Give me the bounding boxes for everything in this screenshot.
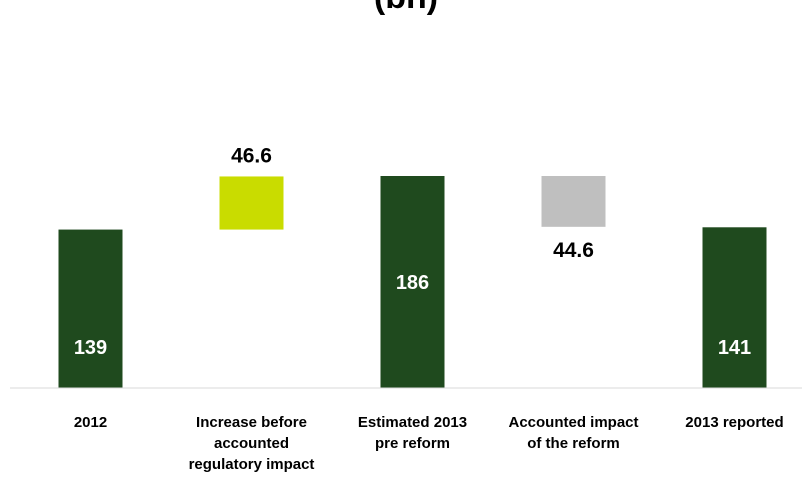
bars-group: 139 46.6 186 44.6 141 [58,144,767,388]
x-tick-label-1-line-0: Increase before [196,414,307,431]
bar-1 [219,176,284,230]
x-tick-label-1: Increase before accounted regulatory impac… [189,414,315,473]
x-tick-label-0-line-0: 2012 [74,414,107,431]
x-tick-label-2-line-0: Estimated 2013 [358,414,467,431]
x-tick-label-4-line-0: 2013 reported [685,414,783,431]
x-tick-label-3-line-1: of the reform [527,435,620,452]
x-tick-label-3: Accounted impact of the reform [508,414,638,452]
bar-0 [58,229,123,388]
x-tick-label-0: 2012 [74,414,107,431]
x-tick-label-4: 2013 reported [685,414,783,431]
bar-3 [541,176,606,227]
x-tick-label-1-line-1: accounted [214,435,289,452]
bar-2 [380,176,445,388]
x-tick-labels: 2012 Increase before accounted regulatory i… [74,414,784,473]
chart-title: (bn) [0,0,812,17]
data-label-4: 141 [718,337,751,359]
data-label-3: 44.6 [553,239,594,262]
x-tick-label-1-line-2: regulatory impact [189,456,315,473]
x-tick-label-2: Estimated 2013 pre reform [358,414,467,452]
data-label-1: 46.6 [231,144,272,167]
data-label-2: 186 [396,272,429,294]
x-tick-label-2-line-1: pre reform [375,435,450,452]
data-label-0: 139 [74,337,107,359]
bar-4 [702,227,767,388]
x-tick-label-3-line-0: Accounted impact [508,414,638,431]
